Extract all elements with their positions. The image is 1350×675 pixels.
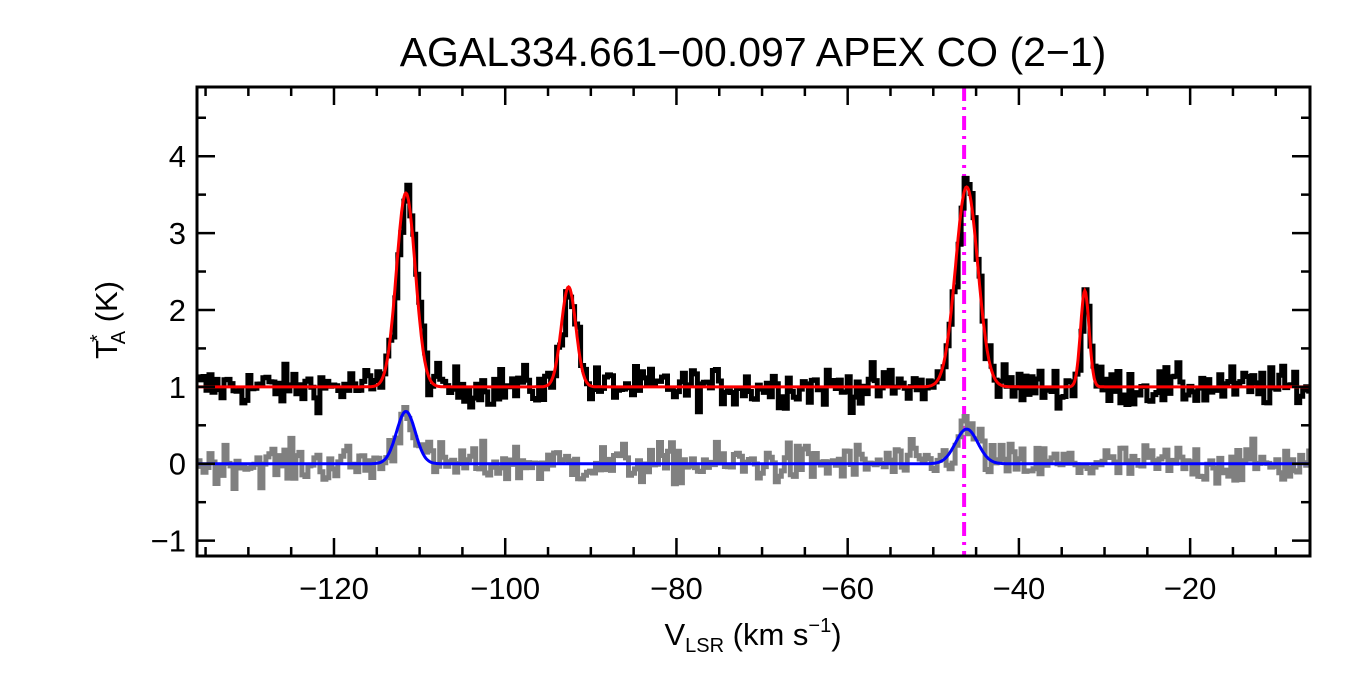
x-tick-label: −100 [470,571,540,606]
x-tick-label: −40 [993,571,1046,606]
plot-data [197,87,1312,556]
spectrum-series-2 [197,405,1312,491]
x-tick-label: −20 [1164,571,1217,606]
chart-title: AGAL334.661−00.097 APEX CO (2−1) [400,29,1107,75]
plot-border [195,85,1312,558]
y-tick-label: 4 [169,139,186,174]
y-tick-label: 1 [169,370,186,405]
spectrum-series-0 [197,175,1312,416]
x-tick-label: −120 [299,571,369,606]
y-tick-label: 0 [169,447,186,482]
plot-frame [195,85,1312,558]
y-axis-label: T*A (K) [87,281,130,359]
x-tick-label: −80 [650,571,703,606]
y-tick-label: 2 [169,293,186,328]
y-axis-ticks: −1 0 1 2 3 4 [151,116,1310,559]
x-axis-ticks: −120 −100 −80 −60 −40 −20 [204,87,1278,606]
x-axis-label: VLSR (km s−1) [664,615,841,657]
fit-series-3 [197,409,1310,466]
x-tick-label: −60 [821,571,874,606]
fit-series-1 [197,185,1310,389]
y-tick-label: −1 [151,524,186,559]
y-tick-label: 3 [169,216,186,251]
